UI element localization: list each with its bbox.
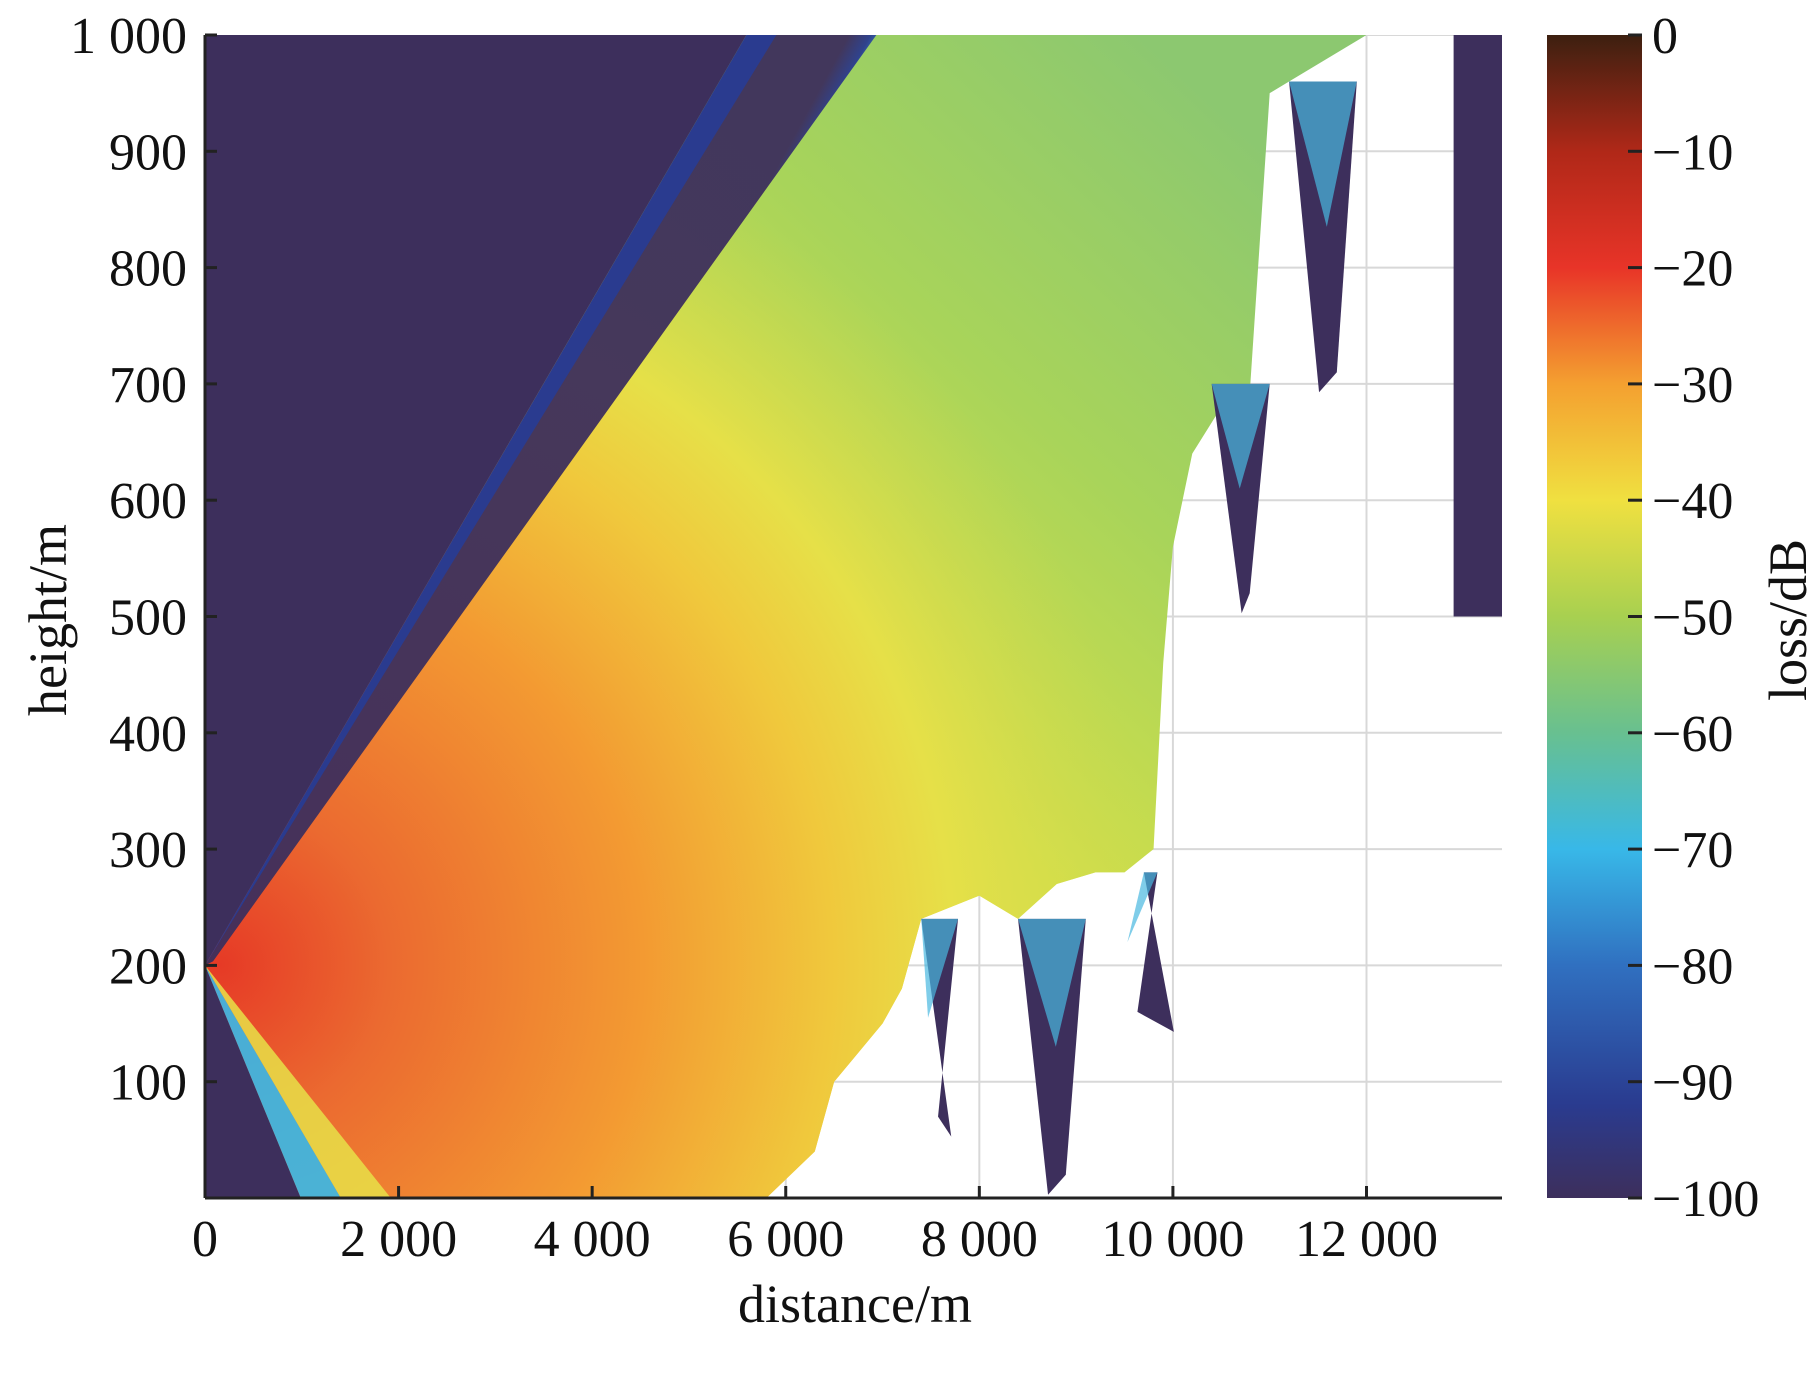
upper-beam-edge bbox=[205, 35, 877, 966]
colorbar-tick-label: −60 bbox=[1652, 706, 1733, 763]
colorbar-tick-label: −40 bbox=[1652, 473, 1733, 530]
shadow-zones bbox=[921, 35, 1502, 1195]
shadow-zone-edge bbox=[1289, 81, 1357, 227]
shadow-zone bbox=[1453, 35, 1502, 617]
x-tick-label: 4 000 bbox=[534, 1211, 651, 1268]
shadow-zone-edge bbox=[1127, 872, 1158, 943]
y-tick-label: 1 000 bbox=[70, 8, 187, 65]
x-tick-label: 2 000 bbox=[340, 1211, 457, 1268]
colorbar-tick-label: −90 bbox=[1652, 1055, 1733, 1112]
colorbar-tick-label: −80 bbox=[1652, 938, 1733, 995]
shadow-zone-edge bbox=[1211, 383, 1270, 489]
x-axis-ticks: 0 2 000 4 000 6 000 8 000 10 000 12 000 bbox=[192, 1186, 1438, 1268]
null-zone-upper-edge bbox=[205, 35, 777, 966]
shadow-zone-edge bbox=[1018, 918, 1086, 1047]
colorbar-tick-label: 0 bbox=[1652, 8, 1678, 65]
y-tick-label: 100 bbox=[109, 1055, 187, 1112]
colorbar-ticks: 0 −10 −20 −30 −40 −50 −60 −70 −80 −90 −100 bbox=[1628, 8, 1759, 1228]
shadow-zone-edge bbox=[921, 918, 959, 1018]
y-tick-label: 500 bbox=[109, 590, 187, 647]
colorbar-tick-label: −30 bbox=[1652, 357, 1733, 414]
lower-beam-edge bbox=[205, 965, 341, 1198]
colorbar-gradient bbox=[1547, 35, 1642, 1198]
shadow-zone bbox=[1211, 383, 1270, 614]
y-tick-label: 400 bbox=[109, 706, 187, 763]
x-axis-title: distance/m bbox=[738, 1274, 972, 1334]
shadow-zone bbox=[1137, 872, 1174, 1032]
colorbar: 0 −10 −20 −30 −40 −50 −60 −70 −80 −90 −100 bbox=[1547, 8, 1759, 1228]
y-tick-label: 900 bbox=[109, 124, 187, 181]
lower-beam-edge-inner bbox=[205, 965, 391, 1198]
x-tick-label: 6 000 bbox=[727, 1211, 844, 1268]
y-tick-label: 800 bbox=[109, 241, 187, 298]
colorbar-tick-label: −20 bbox=[1652, 241, 1733, 298]
colorbar-tick-label: −10 bbox=[1652, 124, 1733, 181]
y-axis-ticks: 100 200 300 400 500 600 700 800 900 1 000 bbox=[70, 8, 217, 1112]
y-tick-label: 200 bbox=[109, 938, 187, 995]
x-tick-label: 0 bbox=[192, 1211, 218, 1268]
colorbar-title: loss/dB bbox=[1758, 539, 1818, 701]
x-tick-label: 8 000 bbox=[921, 1211, 1038, 1268]
y-tick-label: 700 bbox=[109, 357, 187, 414]
colorbar-tick-label: −50 bbox=[1652, 590, 1733, 647]
null-zone-lower bbox=[205, 965, 301, 1198]
y-axis-title: height/m bbox=[18, 524, 78, 716]
y-tick-label: 600 bbox=[109, 473, 187, 530]
colorbar-tick-label: −100 bbox=[1652, 1171, 1759, 1228]
colorbar-tick-label: −70 bbox=[1652, 822, 1733, 879]
x-tick-label: 10 000 bbox=[1101, 1211, 1244, 1268]
y-tick-label: 300 bbox=[109, 822, 187, 879]
plot-area bbox=[205, 35, 1502, 1198]
x-tick-label: 12 000 bbox=[1295, 1211, 1438, 1268]
